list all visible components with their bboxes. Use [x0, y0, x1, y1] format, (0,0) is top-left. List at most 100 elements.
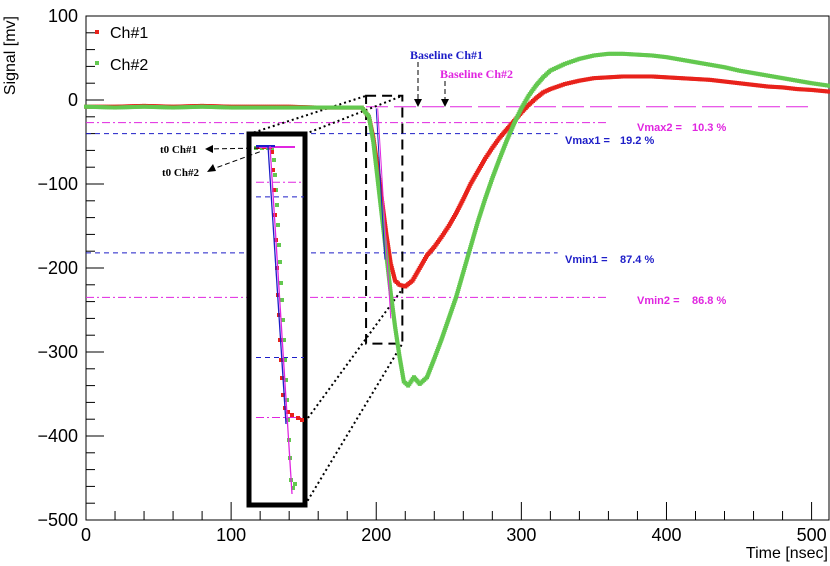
data-point: [243, 105, 248, 110]
data-point: [177, 105, 182, 110]
data-point: [556, 84, 561, 89]
data-point: [627, 74, 632, 79]
data-point: [108, 105, 113, 110]
data-point: [460, 272, 465, 277]
data-point: [481, 201, 486, 206]
data-point: [786, 86, 791, 91]
data-point: [278, 105, 283, 110]
data-point: [466, 253, 471, 258]
data-point: [732, 67, 737, 72]
data-point: [730, 67, 735, 72]
data-point: [385, 236, 390, 241]
data-point: [368, 123, 373, 128]
inset-data-point: [282, 338, 286, 342]
data-point: [658, 74, 663, 79]
data-point: [560, 82, 565, 87]
data-point: [757, 72, 762, 77]
baseline-ch2-arrowhead: [441, 99, 449, 107]
t0-ch2-arrowhead: [207, 164, 216, 172]
data-point: [616, 74, 621, 79]
inset-data-point: [293, 482, 297, 486]
inset-data-point: [273, 173, 277, 177]
inset-fit-ch2: [269, 145, 293, 495]
baseline-ch2-label: Baseline Ch#2: [440, 67, 513, 81]
data-point: [710, 63, 715, 68]
data-point: [776, 85, 781, 90]
data-point: [799, 79, 804, 84]
data-point: [782, 76, 787, 81]
data-point: [737, 81, 742, 86]
data-point: [115, 105, 120, 110]
data-point: [790, 77, 795, 82]
data-point: [818, 88, 823, 93]
data-point: [797, 87, 802, 92]
data-point: [763, 73, 768, 78]
data-point: [716, 78, 721, 83]
data-point: [467, 247, 472, 252]
inset-data-point: [291, 486, 295, 490]
data-point: [144, 104, 149, 109]
data-point: [475, 221, 480, 226]
data-point: [463, 261, 468, 266]
data-point: [618, 51, 623, 56]
data-point: [185, 105, 190, 110]
series-2: [84, 51, 830, 388]
data-point: [264, 105, 269, 110]
data-point: [369, 131, 374, 136]
data-point: [637, 74, 642, 79]
data-point: [341, 105, 346, 110]
data-point: [373, 154, 378, 159]
data-point: [645, 74, 650, 79]
data-point: [676, 76, 681, 81]
series-layer: [84, 51, 830, 388]
data-point: [482, 199, 487, 204]
data-point: [389, 295, 394, 300]
data-point: [204, 104, 209, 109]
data-point: [206, 104, 211, 109]
data-point: [469, 240, 474, 245]
data-point: [724, 79, 729, 84]
inset-layer: [246, 131, 308, 508]
data-point: [672, 56, 677, 61]
data-point: [734, 68, 739, 73]
data-point: [382, 236, 387, 241]
legend-marker-ch1: [95, 30, 99, 34]
data-point: [229, 105, 234, 110]
data-point: [475, 219, 480, 224]
data-point: [457, 284, 462, 289]
data-point: [660, 54, 665, 59]
data-point: [386, 274, 391, 279]
data-point: [393, 329, 398, 333]
data-point: [454, 293, 459, 298]
data-point: [616, 51, 621, 56]
data-point: [477, 213, 482, 218]
data-point: [379, 213, 384, 218]
data-point: [734, 80, 739, 85]
data-point: [548, 87, 553, 92]
data-point: [378, 200, 383, 205]
data-point: [383, 247, 388, 252]
data-point: [772, 74, 777, 79]
x-tick-label: 100: [216, 525, 246, 545]
data-point: [759, 83, 764, 88]
zoom-region-box: [365, 94, 404, 345]
inset-data-point: [286, 418, 290, 422]
data-point: [693, 77, 698, 81]
data-point: [366, 114, 371, 119]
data-point: [701, 61, 706, 66]
vmin1-name: Vmin1 =: [565, 254, 608, 266]
data-point: [388, 257, 393, 262]
fit-line-ch1: [375, 108, 386, 260]
data-point: [668, 75, 673, 80]
data-point: [674, 56, 679, 61]
data-point: [175, 105, 180, 110]
data-point: [708, 62, 713, 67]
data-point: [245, 105, 250, 110]
data-point: [614, 74, 619, 79]
data-point: [379, 211, 384, 216]
data-point: [477, 215, 482, 220]
data-point: [577, 78, 582, 83]
data-point: [387, 255, 392, 260]
data-point: [123, 105, 128, 110]
data-point: [395, 343, 400, 348]
